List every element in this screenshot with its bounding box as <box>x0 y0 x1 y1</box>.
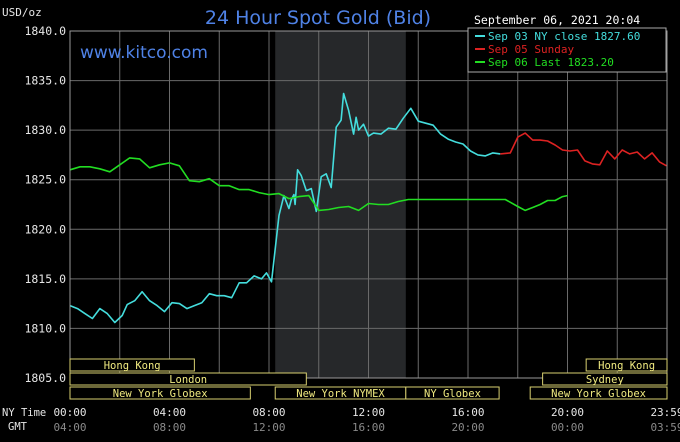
y-axis-ticks: 1840.0 1835.0 1830.0 1825.0 1820.0 1815.0 1810… <box>24 24 66 385</box>
session-label: Sydney <box>586 374 624 386</box>
x-tick-label-gmt: 08:00 <box>153 421 186 434</box>
y-tick-label: 1815.0 <box>24 272 66 286</box>
x-tick-label-gmt: 12:00 <box>252 421 285 434</box>
legend-entry: Sep 03 NY close 1827.60 <box>488 30 640 43</box>
x-axis-label-gmt: GMT <box>8 421 28 433</box>
x-tick-label-ny: 12:00 <box>352 406 385 419</box>
x-axis-label-ny: NY Time <box>2 407 46 419</box>
session-box <box>585 358 668 372</box>
x-tick-label-ny: 00:00 <box>53 406 86 419</box>
y-tick-label: 1825.0 <box>24 173 66 187</box>
session-box <box>69 358 195 372</box>
legend-entry: Sep 06 Last 1823.20 <box>488 56 614 69</box>
series-line-1 <box>69 92 501 324</box>
y-axis-label: USD/oz <box>2 6 42 19</box>
legend-box <box>467 27 667 73</box>
x-tick-label-gmt: 16:00 <box>352 421 385 434</box>
session-box <box>69 386 251 400</box>
y-tick-label: 1830.0 <box>24 123 66 137</box>
session-label: Hong Kong <box>104 360 161 372</box>
y-tick-label: 1835.0 <box>24 74 66 88</box>
series-lines <box>69 92 667 324</box>
session-label: New York Globex <box>551 388 646 400</box>
y-tick-label: 1810.0 <box>24 321 66 335</box>
x-tick-label-ny: 16:00 <box>451 406 484 419</box>
y-tick-label: 1820.0 <box>24 222 66 236</box>
session-label: New York Globex <box>113 388 208 400</box>
series-line-3 <box>69 157 568 212</box>
y-tick-label: 1805.0 <box>24 371 66 385</box>
x-tick-label-gmt: 00:00 <box>551 421 584 434</box>
watermark: www.kitco.com <box>80 43 208 63</box>
x-tick-label-ny: 23:59 <box>650 406 680 419</box>
series-line-2 <box>500 132 667 167</box>
session-label: Hong Kong <box>598 360 655 372</box>
session-label: London <box>169 374 207 386</box>
x-tick-label-ny: 04:00 <box>153 406 186 419</box>
x-tick-label-gmt: 04:00 <box>53 421 86 434</box>
trading-sessions: Hong Kong Hong Kong London Sydney New York G… <box>69 358 668 400</box>
plot-frame <box>69 30 668 379</box>
x-tick-label-ny: 20:00 <box>551 406 584 419</box>
y-tick-label: 1840.0 <box>24 24 66 38</box>
chart-title: 24 Hour Spot Gold (Bid) <box>205 7 431 29</box>
session-box <box>529 386 668 400</box>
x-tick-label-gmt: 03:59 <box>650 421 680 434</box>
session-label: New York NYMEX <box>296 388 385 400</box>
session-box <box>69 372 307 386</box>
x-tick-label-gmt: 20:00 <box>451 421 484 434</box>
session-box <box>542 372 668 386</box>
session-box <box>405 386 500 400</box>
session-label: NY Globex <box>424 388 481 400</box>
legend-entry: Sep 05 Sunday <box>488 43 574 56</box>
date-label: September 06, 2021 20:04 <box>474 13 640 27</box>
x-tick-label-ny: 08:00 <box>252 406 285 419</box>
x-axis-ticks: 00:00 04:00 04:00 08:00 08:00 12:00 12:00 16:00… <box>53 406 680 434</box>
